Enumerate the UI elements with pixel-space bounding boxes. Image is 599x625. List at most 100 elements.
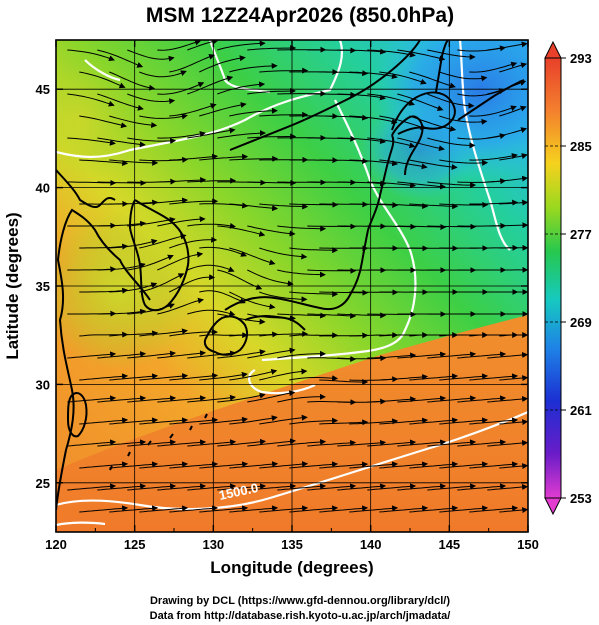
streamline — [427, 49, 476, 60]
lat-lon-grid — [56, 40, 528, 532]
colorbar-label-5: 253 — [570, 491, 592, 506]
streamline — [187, 40, 219, 51]
streamline — [187, 439, 237, 447]
streamline — [337, 312, 387, 319]
streamline — [367, 137, 416, 149]
streamline — [289, 291, 339, 298]
streamline — [127, 439, 177, 447]
streamline — [169, 198, 219, 205]
streamline — [187, 309, 236, 317]
streamline — [499, 199, 528, 206]
streamline — [289, 247, 339, 254]
streamline — [229, 155, 279, 162]
streamline — [79, 505, 129, 513]
streamline — [199, 416, 248, 425]
x-tick-label-5: 145 — [438, 537, 460, 552]
streamline — [169, 53, 216, 73]
streamline — [289, 505, 339, 513]
streamline — [319, 505, 369, 513]
streamline — [469, 153, 518, 161]
streamline — [139, 505, 189, 513]
streamline — [217, 130, 266, 139]
streamline — [307, 267, 357, 274]
streamline — [187, 177, 237, 184]
x-tick-label-2: 130 — [202, 537, 224, 552]
streamline — [499, 463, 528, 470]
streamline — [157, 177, 207, 184]
streamline — [337, 48, 387, 55]
streamline — [337, 93, 386, 101]
streamline — [307, 312, 357, 319]
streamline — [157, 297, 204, 315]
streamline — [187, 75, 234, 95]
streamline — [289, 375, 339, 382]
streamline — [229, 247, 276, 266]
colorbar-label-3: 269 — [570, 315, 592, 330]
streamline — [169, 236, 218, 249]
streamline — [229, 505, 279, 513]
streamline — [247, 88, 297, 95]
streamline — [229, 291, 276, 310]
streamline — [289, 201, 339, 208]
streamline — [67, 49, 115, 62]
streamline — [97, 137, 146, 148]
streamline — [319, 461, 369, 469]
streamline — [337, 355, 387, 362]
streamline — [97, 483, 147, 491]
streamline — [199, 55, 246, 73]
streamline — [379, 417, 429, 425]
streamline — [67, 351, 117, 359]
streamline — [67, 179, 117, 186]
streamline — [247, 438, 296, 447]
streamline — [379, 159, 428, 170]
axis-ticks: 120 125 130 135 140 145 150 25 30 35 40 45 — [36, 40, 539, 552]
streamline — [247, 347, 296, 359]
streamline — [427, 137, 476, 149]
streamline — [499, 332, 528, 338]
y-axis-label: Latitude (degrees) — [3, 212, 22, 359]
streamline — [499, 375, 528, 382]
streamline — [79, 417, 129, 425]
streamline — [187, 264, 235, 272]
streamline — [487, 127, 528, 139]
credit-data: Data from http://database.rish.kyoto-u.a… — [150, 610, 451, 622]
x-tick-label-0: 120 — [45, 537, 67, 552]
streamline — [127, 395, 177, 403]
streamline — [199, 102, 247, 117]
streamline — [187, 483, 237, 491]
colorbar-label-0: 293 — [570, 51, 592, 66]
streamline — [277, 483, 327, 491]
streamline — [367, 49, 416, 58]
streamline — [289, 332, 339, 339]
streamline — [169, 274, 216, 293]
y-tick-label-1: 30 — [36, 377, 50, 392]
streamline — [439, 461, 489, 469]
streamline — [79, 461, 129, 469]
streamline — [367, 352, 417, 359]
streamline — [139, 70, 187, 78]
streamline — [487, 395, 528, 403]
streamline — [97, 439, 147, 447]
streamline — [247, 390, 296, 403]
streamline — [469, 373, 519, 381]
streamline — [67, 395, 117, 403]
streamline — [127, 216, 176, 227]
streamline — [427, 395, 477, 403]
streamline — [247, 45, 297, 51]
streamline — [409, 71, 456, 89]
streamline — [409, 159, 458, 171]
streamline — [187, 394, 236, 403]
streamline — [457, 483, 507, 491]
streamline — [307, 483, 357, 491]
streamline — [259, 505, 309, 513]
y-tick-label-2: 35 — [36, 279, 50, 294]
streamline — [187, 222, 236, 229]
streamline — [139, 156, 189, 163]
streamline — [379, 374, 429, 381]
streamline — [259, 414, 308, 425]
streamline — [487, 175, 528, 183]
streamline — [169, 461, 219, 469]
streamline — [109, 330, 159, 337]
x-axis-label: Longitude (degrees) — [210, 558, 373, 577]
streamline — [319, 379, 369, 385]
